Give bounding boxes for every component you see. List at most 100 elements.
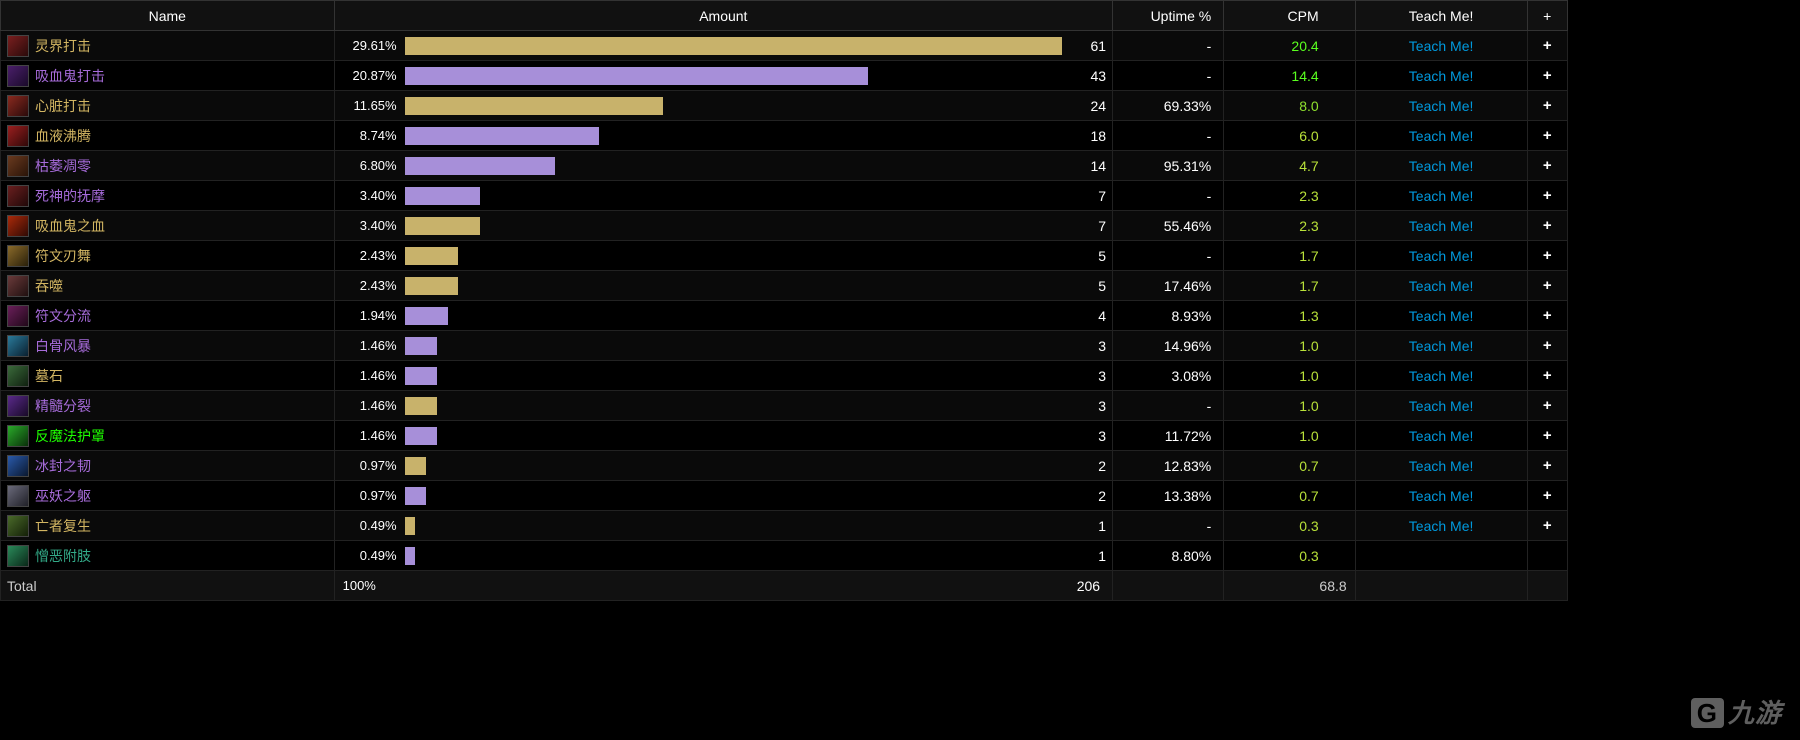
uptime-value: - bbox=[1113, 391, 1224, 421]
amount-percent: 3.40% bbox=[341, 218, 397, 233]
ability-icon[interactable] bbox=[7, 305, 29, 327]
expand-button[interactable]: + bbox=[1543, 457, 1552, 474]
ability-icon[interactable] bbox=[7, 335, 29, 357]
ability-icon[interactable] bbox=[7, 185, 29, 207]
teach-me-link[interactable]: Teach Me! bbox=[1409, 518, 1474, 534]
amount-count: 14 bbox=[1070, 158, 1106, 174]
teach-me-link[interactable]: Teach Me! bbox=[1409, 458, 1474, 474]
expand-button[interactable]: + bbox=[1543, 37, 1552, 54]
teach-me-link[interactable]: Teach Me! bbox=[1409, 488, 1474, 504]
ability-name[interactable]: 符文刃舞 bbox=[35, 246, 91, 266]
expand-button[interactable]: + bbox=[1543, 367, 1552, 384]
expand-button[interactable]: + bbox=[1543, 337, 1552, 354]
ability-icon[interactable] bbox=[7, 395, 29, 417]
ability-name[interactable]: 吸血鬼之血 bbox=[35, 216, 105, 236]
ability-icon[interactable] bbox=[7, 425, 29, 447]
ability-icon[interactable] bbox=[7, 245, 29, 267]
ability-name[interactable]: 符文分流 bbox=[35, 306, 91, 326]
ability-name[interactable]: 墓石 bbox=[35, 366, 63, 386]
expand-button[interactable]: + bbox=[1543, 277, 1552, 294]
expand-button[interactable]: + bbox=[1543, 97, 1552, 114]
expand-button[interactable]: + bbox=[1543, 427, 1552, 444]
expand-button[interactable]: + bbox=[1543, 517, 1552, 534]
ability-name[interactable]: 反魔法护罩 bbox=[35, 426, 105, 446]
ability-name[interactable]: 精髓分裂 bbox=[35, 396, 91, 416]
teach-me-link[interactable]: Teach Me! bbox=[1409, 368, 1474, 384]
ability-name[interactable]: 吸血鬼打击 bbox=[35, 66, 105, 86]
ability-icon[interactable] bbox=[7, 485, 29, 507]
teach-me-link[interactable]: Teach Me! bbox=[1409, 428, 1474, 444]
teach-me-link[interactable]: Teach Me! bbox=[1409, 158, 1474, 174]
ability-icon[interactable] bbox=[7, 125, 29, 147]
header-name[interactable]: Name bbox=[1, 1, 335, 31]
header-uptime[interactable]: Uptime % bbox=[1113, 1, 1224, 31]
teach-me-link[interactable]: Teach Me! bbox=[1409, 68, 1474, 84]
ability-name[interactable]: 憎恶附肢 bbox=[35, 546, 91, 566]
amount-count: 2 bbox=[1070, 458, 1106, 474]
teach-me-link[interactable]: Teach Me! bbox=[1409, 218, 1474, 234]
ability-name[interactable]: 灵界打击 bbox=[35, 36, 91, 56]
amount-count: 3 bbox=[1070, 398, 1106, 414]
header-plus[interactable]: + bbox=[1527, 1, 1567, 31]
expand-button[interactable]: + bbox=[1543, 247, 1552, 264]
ability-name[interactable]: 死神的抚摩 bbox=[35, 186, 105, 206]
ability-icon[interactable] bbox=[7, 155, 29, 177]
ability-icon[interactable] bbox=[7, 35, 29, 57]
ability-icon[interactable] bbox=[7, 95, 29, 117]
teach-me-link[interactable]: Teach Me! bbox=[1409, 308, 1474, 324]
expand-button[interactable]: + bbox=[1543, 487, 1552, 504]
teach-me-link[interactable]: Teach Me! bbox=[1409, 128, 1474, 144]
ability-name[interactable]: 亡者复生 bbox=[35, 516, 91, 536]
ability-icon[interactable] bbox=[7, 365, 29, 387]
amount-percent: 0.49% bbox=[341, 548, 397, 563]
expand-button[interactable]: + bbox=[1543, 157, 1552, 174]
teach-me-link[interactable]: Teach Me! bbox=[1409, 338, 1474, 354]
amount-count: 18 bbox=[1070, 128, 1106, 144]
header-cpm[interactable]: CPM bbox=[1224, 1, 1355, 31]
teach-me-link[interactable]: Teach Me! bbox=[1409, 98, 1474, 114]
ability-icon[interactable] bbox=[7, 275, 29, 297]
ability-name[interactable]: 巫妖之躯 bbox=[35, 486, 91, 506]
expand-button[interactable]: + bbox=[1543, 187, 1552, 204]
ability-icon[interactable] bbox=[7, 455, 29, 477]
teach-me-link[interactable]: Teach Me! bbox=[1409, 398, 1474, 414]
amount-percent: 2.43% bbox=[341, 248, 397, 263]
ability-icon[interactable] bbox=[7, 545, 29, 567]
amount-percent: 3.40% bbox=[341, 188, 397, 203]
ability-icon[interactable] bbox=[7, 515, 29, 537]
uptime-value: 69.33% bbox=[1113, 91, 1224, 121]
teach-me-link[interactable]: Teach Me! bbox=[1409, 278, 1474, 294]
expand-button[interactable]: + bbox=[1543, 307, 1552, 324]
total-count: 206 bbox=[401, 578, 1104, 594]
amount-percent: 1.94% bbox=[341, 308, 397, 323]
ability-name[interactable]: 枯萎凋零 bbox=[35, 156, 91, 176]
ability-name[interactable]: 吞噬 bbox=[35, 276, 63, 296]
ability-name[interactable]: 心脏打击 bbox=[35, 96, 91, 116]
cpm-value: 1.3 bbox=[1299, 308, 1318, 324]
header-teach[interactable]: Teach Me! bbox=[1355, 1, 1527, 31]
teach-me-link[interactable]: Teach Me! bbox=[1409, 38, 1474, 54]
uptime-value: 11.72% bbox=[1113, 421, 1224, 451]
header-amount[interactable]: Amount bbox=[334, 1, 1112, 31]
ability-name[interactable]: 血液沸腾 bbox=[35, 126, 91, 146]
ability-icon[interactable] bbox=[7, 65, 29, 87]
ability-name[interactable]: 白骨风暴 bbox=[35, 336, 91, 356]
amount-percent: 1.46% bbox=[341, 368, 397, 383]
teach-me-link[interactable]: Teach Me! bbox=[1409, 248, 1474, 264]
amount-bar bbox=[405, 457, 1062, 475]
uptime-value: - bbox=[1113, 241, 1224, 271]
ability-icon[interactable] bbox=[7, 215, 29, 237]
expand-button[interactable]: + bbox=[1543, 217, 1552, 234]
uptime-value: 13.38% bbox=[1113, 481, 1224, 511]
table-row: 吸血鬼之血3.40%755.46%2.3Teach Me!+ bbox=[1, 211, 1568, 241]
cpm-value: 2.3 bbox=[1299, 188, 1318, 204]
uptime-value: - bbox=[1113, 181, 1224, 211]
uptime-value: 3.08% bbox=[1113, 361, 1224, 391]
expand-button[interactable]: + bbox=[1543, 127, 1552, 144]
expand-button[interactable]: + bbox=[1543, 67, 1552, 84]
expand-button[interactable]: + bbox=[1543, 397, 1552, 414]
teach-me-link[interactable]: Teach Me! bbox=[1409, 188, 1474, 204]
ability-name[interactable]: 冰封之韧 bbox=[35, 456, 91, 476]
cpm-value: 1.0 bbox=[1299, 338, 1318, 354]
amount-bar bbox=[405, 547, 1062, 565]
